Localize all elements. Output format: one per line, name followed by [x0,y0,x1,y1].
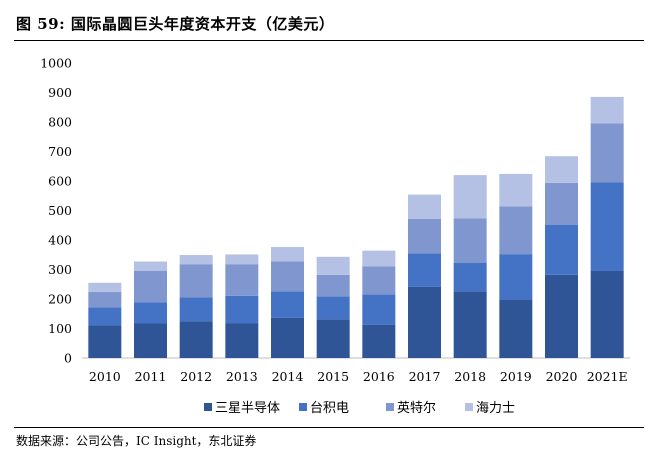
legend-swatch [204,403,212,411]
bar-segment [134,302,167,324]
bar-segment [408,194,441,219]
bar-segment [453,175,487,219]
bar-segment [88,307,122,326]
bar-segment [362,294,396,325]
bar-segment [271,291,304,318]
bar-segment [499,173,533,207]
bar-segment [545,224,578,275]
legend-swatch [465,403,473,411]
bar-segment [179,297,213,322]
y-tick-label: 200 [48,292,72,307]
x-tick-label: 2019 [500,369,532,384]
bar-segment [179,264,213,298]
bar-segment [134,261,167,271]
y-tick-labels: 0 100 200 300 400 500 600 700 800 900 1000 [40,56,72,366]
legend-label: 英特尔 [397,401,436,416]
bar-segment [362,324,396,358]
x-tick-label: 2016 [363,369,395,384]
bar-segment [88,282,122,292]
bar-segment [362,266,396,295]
bar-segment [590,270,624,358]
legend-label: 三星半导体 [215,401,280,416]
legend-label: 海力士 [476,401,515,416]
y-tick-label: 0 [64,351,72,366]
x-tick-label: 2018 [454,369,486,384]
bar-segment [362,250,396,267]
x-tick-label: 2013 [226,369,258,384]
bar-segment [590,182,624,271]
bar-segment [499,299,533,358]
source-rule [14,427,644,428]
bar-segment [453,263,487,292]
bar-segment [225,254,259,265]
bar-segment [271,261,304,292]
y-tick-label: 1000 [40,56,72,71]
legend-swatch [386,403,394,411]
bar-segment [271,317,304,358]
x-tick-label: 2020 [546,369,578,384]
y-tick-label: 400 [48,233,72,248]
bar-segment [545,182,578,225]
bar-segment [453,218,487,264]
x-tick-label: 2017 [409,369,441,384]
bar-segment [545,274,578,358]
x-tick-label: 2010 [89,369,121,384]
y-tick-label: 800 [48,115,72,130]
bar-segment [88,291,122,308]
bar-segment [88,325,122,358]
y-tick-label: 600 [48,174,72,189]
bar-segment [225,323,259,358]
y-tick-label: 700 [48,144,72,159]
bar-segment [271,247,304,262]
chart-bars [88,96,624,358]
y-tick-label: 500 [48,203,72,218]
y-tick-label: 900 [48,85,72,100]
bar-segment [408,253,441,287]
bar-segment [225,264,259,296]
legend-label: 台积电 [310,401,349,416]
bar-segment [134,323,167,358]
y-tick-label: 100 [48,321,72,336]
bar-segment [316,319,350,358]
bar-segment [499,206,533,255]
bar-segment [225,295,259,324]
bar-segment [545,156,578,183]
bar-segment [408,286,441,358]
bar-segment [316,256,350,275]
bar-segment [590,96,624,124]
figure-title: 图 59: 国际晶圆巨头年度资本开支（亿美元） [16,15,335,33]
bar-segment [316,296,350,320]
chart-legend: 三星半导体 台积电 英特尔 海力士 [204,401,515,416]
bar-segment [179,321,213,358]
y-tick-label: 300 [48,262,72,277]
x-tick-label: 2014 [272,369,304,384]
bar-segment [453,291,487,358]
legend-swatch [299,403,307,411]
source-note: 数据来源：公司公告，IC Insight，东北证券 [16,434,257,448]
bar-segment [134,270,167,303]
bar-segment [179,255,213,265]
x-tick-label: 2021E [587,369,628,384]
x-tick-labels: 2010 2011 2012 2013 2014 2015 2016 2017 2018 2019… [89,369,628,384]
x-tick-label: 2012 [180,369,212,384]
x-tick-label: 2011 [135,369,167,384]
x-tick-label: 2015 [317,369,349,384]
bar-segment [499,254,533,300]
title-rule [14,40,644,41]
bar-segment [316,274,350,297]
bar-segment [408,218,441,254]
bar-segment [590,123,624,183]
